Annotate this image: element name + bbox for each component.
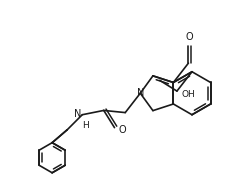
- Text: O: O: [186, 32, 193, 42]
- Text: OH: OH: [181, 90, 195, 99]
- Text: N: N: [74, 109, 81, 119]
- Text: H: H: [82, 121, 89, 130]
- Text: O: O: [119, 125, 126, 135]
- Text: N: N: [136, 88, 144, 98]
